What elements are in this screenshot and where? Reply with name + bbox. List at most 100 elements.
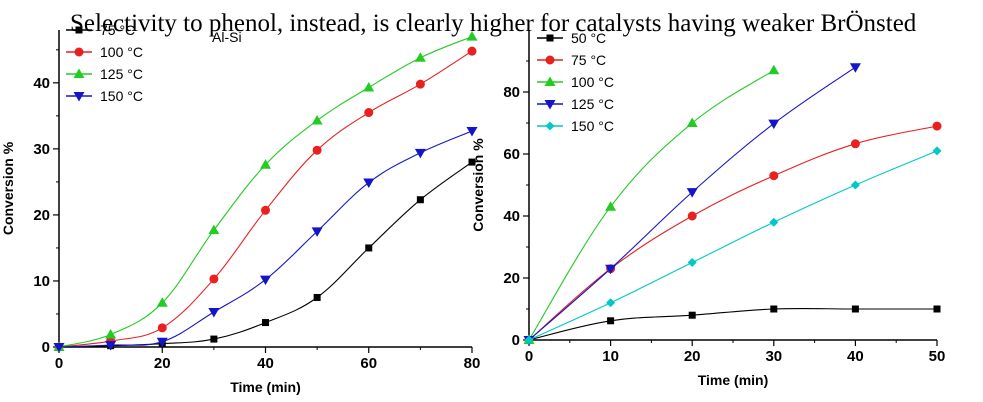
x-tick-label-10: 10 bbox=[602, 348, 619, 365]
data-point bbox=[414, 148, 426, 159]
y-tick-label-0: 0 bbox=[42, 339, 50, 356]
data-point bbox=[769, 171, 779, 181]
data-point bbox=[415, 79, 425, 89]
data-point bbox=[105, 341, 117, 351]
legend-marker bbox=[74, 47, 84, 57]
x-tick-label-40: 40 bbox=[257, 355, 274, 372]
legend-entry-label: 100 °C bbox=[100, 44, 143, 60]
data-point bbox=[468, 158, 476, 166]
series-5 bbox=[524, 146, 942, 345]
legend-marker bbox=[545, 121, 555, 131]
data-point bbox=[768, 64, 780, 75]
overlay-sentence: Selectivity to phenol, instead, is clear… bbox=[70, 10, 917, 37]
series-2 bbox=[524, 121, 942, 345]
data-point bbox=[208, 224, 220, 235]
data-point bbox=[157, 323, 167, 333]
series-line bbox=[529, 150, 937, 340]
chart-annotation: Al-Si bbox=[212, 29, 242, 45]
x-axis-label: Time (min) bbox=[698, 372, 769, 388]
data-point bbox=[312, 145, 322, 155]
series-line bbox=[529, 307, 937, 340]
y-axis-label: Conversion % bbox=[0, 141, 16, 235]
data-point bbox=[210, 335, 218, 343]
legend: 75 °C 100 °C 125 °C 150 °C bbox=[66, 22, 143, 104]
series-line bbox=[529, 125, 937, 340]
data-point bbox=[209, 274, 219, 284]
series-line bbox=[59, 36, 472, 347]
y-tick-label-10: 10 bbox=[33, 273, 50, 290]
series-3 bbox=[523, 64, 780, 344]
y-tick-label-0: 0 bbox=[512, 332, 520, 349]
y-tick-label-80: 80 bbox=[503, 84, 520, 101]
x-tick-label-80: 80 bbox=[464, 355, 481, 372]
data-point bbox=[770, 305, 778, 313]
data-point bbox=[467, 46, 477, 56]
data-point bbox=[262, 319, 269, 327]
chart-2: 0 10 20 30 40 50 0 20 40 60 80 Time (min) Conversion… bbox=[470, 30, 945, 388]
legend-marker bbox=[544, 100, 556, 110]
series-3 bbox=[53, 31, 478, 351]
data-point bbox=[932, 121, 942, 131]
data-point bbox=[363, 81, 375, 92]
series-line bbox=[529, 69, 775, 340]
legend-entry-label: 150 °C bbox=[571, 118, 614, 134]
legend-marker bbox=[73, 68, 85, 78]
data-point bbox=[416, 196, 424, 204]
data-point bbox=[769, 217, 779, 227]
data-point bbox=[686, 117, 698, 127]
legend-entry-label: 75 °C bbox=[100, 22, 135, 38]
data-point bbox=[311, 227, 323, 237]
data-point bbox=[260, 159, 271, 169]
x-tick-label-20: 20 bbox=[684, 348, 701, 365]
data-point bbox=[851, 305, 859, 313]
data-point bbox=[768, 119, 780, 130]
data-point bbox=[606, 298, 616, 308]
data-point bbox=[261, 205, 270, 215]
x-tick-label-20: 20 bbox=[154, 355, 171, 372]
data-point bbox=[849, 63, 861, 73]
x-tick-label-50: 50 bbox=[929, 348, 946, 365]
legend-marker bbox=[73, 92, 85, 102]
y-tick-label-40: 40 bbox=[503, 208, 520, 225]
legend-entry-label: 100 °C bbox=[571, 74, 614, 90]
x-tick-label-0: 0 bbox=[525, 348, 533, 365]
data-point bbox=[156, 337, 168, 348]
data-point bbox=[932, 146, 942, 156]
legend-marker bbox=[545, 55, 555, 65]
y-tick-label-30: 30 bbox=[33, 141, 50, 158]
x-tick-label-30: 30 bbox=[765, 348, 782, 365]
data-point bbox=[311, 114, 323, 125]
data-point bbox=[686, 188, 698, 198]
data-point bbox=[208, 307, 220, 318]
data-point bbox=[260, 275, 271, 286]
data-point bbox=[688, 311, 696, 319]
data-point bbox=[364, 108, 374, 118]
data-point bbox=[850, 180, 860, 190]
series-1 bbox=[55, 158, 476, 351]
data-point bbox=[687, 211, 697, 221]
data-point bbox=[605, 201, 617, 211]
x-tick-label-40: 40 bbox=[847, 348, 864, 365]
data-point bbox=[850, 139, 860, 149]
series-1 bbox=[525, 305, 941, 344]
x-tick-label-0: 0 bbox=[55, 355, 63, 372]
legend-entry-label: 125 °C bbox=[571, 96, 614, 112]
series-4 bbox=[53, 127, 478, 353]
data-point bbox=[687, 258, 697, 267]
data-point bbox=[933, 305, 941, 313]
data-point bbox=[313, 293, 321, 301]
legend-entry-label: 75 °C bbox=[571, 52, 606, 68]
y-axis-label: Conversion % bbox=[470, 138, 486, 232]
chart-1: 0 20 40 60 80 0 10 20 30 40 Time (min) Conversion %… bbox=[0, 22, 480, 395]
data-point bbox=[105, 328, 117, 339]
data-point bbox=[414, 52, 426, 62]
legend-entry-label: 150 °C bbox=[100, 88, 143, 104]
y-tick-label-60: 60 bbox=[503, 146, 520, 163]
y-tick-label-20: 20 bbox=[33, 207, 50, 224]
data-point bbox=[607, 317, 615, 325]
legend-marker bbox=[546, 34, 554, 42]
legend-entry-label: 125 °C bbox=[100, 66, 143, 82]
y-tick-label-40: 40 bbox=[33, 75, 50, 92]
x-axis-label: Time (min) bbox=[230, 379, 301, 395]
